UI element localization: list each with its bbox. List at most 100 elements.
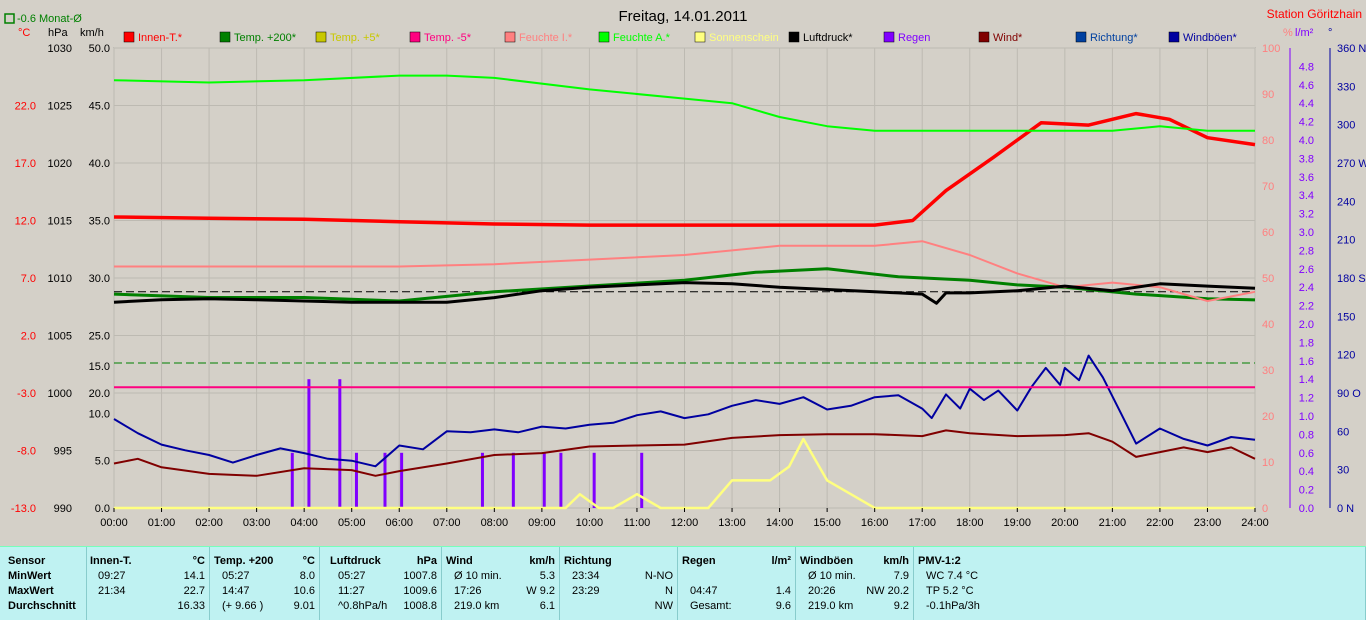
pct-tick-label: 0	[1262, 503, 1268, 515]
stats-sensor-header: Sensor	[8, 555, 46, 567]
stats-value: NW	[654, 600, 673, 612]
x-tick-label: 00:00	[100, 517, 128, 529]
stats-label: 05:27	[338, 570, 366, 582]
stats-row: Gesamt: 9.6	[682, 600, 791, 615]
stats-label: 14:47	[222, 585, 250, 597]
hpa-tick-label: 995	[54, 446, 72, 458]
rain-bar	[338, 379, 342, 508]
x-tick-label: 23:00	[1194, 517, 1222, 529]
rain-tick-label: 2.4	[1299, 282, 1314, 294]
pct-tick-label: 10	[1262, 457, 1274, 469]
pct-tick-label: 70	[1262, 181, 1274, 193]
legend-swatch	[598, 31, 610, 43]
stats-value: W 9.2	[526, 585, 555, 597]
series-line	[114, 240, 1256, 302]
stats-value: 22.7	[183, 585, 205, 597]
x-tick-label: 10:00	[576, 517, 604, 529]
degree-tick-label: 180 S	[1337, 273, 1366, 285]
stats-value: °C	[192, 555, 205, 567]
degree-tick-label: 30	[1337, 465, 1349, 477]
rain-tick-label: 0.6	[1299, 448, 1314, 460]
stats-row: 05:27 1007.8	[330, 570, 437, 585]
stats-row: 21:34 22.7	[90, 585, 205, 600]
stats-row: PMV-1:2	[918, 555, 1361, 570]
stats-value: 7.9	[893, 570, 909, 582]
rain-tick-label: 1.0	[1299, 411, 1314, 423]
stats-row: Temp. +200 °C	[214, 555, 315, 570]
kmh-upper-tick-label: 50.0	[89, 43, 110, 55]
stats-row: ^0.8hPa/h 1008.8	[330, 600, 437, 615]
chart-title: Freitag, 14.01.2011	[619, 8, 748, 25]
stats-label: WC 7.4 °C	[926, 570, 979, 582]
stats-value: N	[665, 585, 673, 597]
legend-label: Temp. +5*	[330, 32, 381, 44]
stats-row: Luftdruck hPa	[330, 555, 437, 570]
stats-label: -0.1hPa/3h	[926, 600, 980, 612]
legend-swatch	[1168, 31, 1180, 43]
pct-tick-label: 60	[1262, 227, 1274, 239]
temp-tick-label: 12.0	[15, 216, 36, 228]
x-tick-label: 13:00	[718, 517, 746, 529]
rain-tick-label: 4.6	[1299, 80, 1314, 92]
kmh-lower-tick-label: 10.0	[89, 408, 110, 420]
x-tick-label: 02:00	[195, 517, 223, 529]
x-tick-label: 17:00	[908, 517, 936, 529]
stats-row: 17:26 W 9.2	[446, 585, 555, 600]
hpa-tick-label: 1015	[48, 216, 72, 228]
series-line	[114, 437, 1255, 510]
stats-row: 14:47 10.6	[214, 585, 315, 600]
rain-bar	[383, 452, 387, 508]
stats-label: Ø 10 min.	[808, 570, 856, 582]
rain-tick-label: 3.0	[1299, 227, 1314, 239]
hpa-tick-label: 1030	[48, 43, 72, 55]
stats-sensor-col: Sensor MinWert MaxWert Durchschnitt	[0, 547, 87, 620]
kmh-upper-tick-label: 20.0	[89, 388, 110, 400]
rain-tick-label: 3.6	[1299, 172, 1314, 184]
hpa-tick-label: 1025	[48, 101, 72, 113]
rain-tick-label: 3.8	[1299, 153, 1314, 165]
temp-tick-label: -3.0	[17, 388, 36, 400]
stats-row: 219.0 km 9.2	[800, 600, 909, 615]
x-tick-label: 11:00	[624, 517, 651, 529]
x-tick-label: 04:00	[290, 517, 318, 529]
degree-tick-label: 60	[1337, 426, 1349, 438]
series-line	[113, 429, 1256, 477]
stats-label: Gesamt:	[690, 600, 732, 612]
rain-tick-label: 0.0	[1299, 503, 1314, 515]
stats-row: Regen l/m²	[682, 555, 791, 570]
x-tick-label: 15:00	[813, 517, 841, 529]
rain-tick-label: 4.0	[1299, 135, 1314, 147]
legend-swatch	[978, 31, 990, 43]
series-line	[113, 354, 1256, 468]
x-tick-label: 09:00	[528, 517, 556, 529]
rain-bar	[480, 452, 484, 508]
stats-row: 23:34 N-NO	[564, 570, 673, 585]
stats-label: Ø 10 min.	[454, 570, 502, 582]
kmh-upper-tick-label: 25.0	[89, 331, 110, 343]
rain-tick-label: 0.8	[1299, 429, 1314, 441]
legend-label: Richtung*	[1090, 32, 1138, 44]
x-tick-label: 12:00	[671, 517, 699, 529]
x-tick-label: 16:00	[861, 517, 889, 529]
stats-row: Windböen km/h	[800, 555, 909, 570]
stats-max-label: MaxWert	[8, 585, 54, 597]
rain-tick-label: 2.8	[1299, 245, 1314, 257]
stats-col-boeen: Windböen km/h Ø 10 min. 7.9 20:26 NW 20.2 219.…	[796, 547, 914, 620]
series-line	[113, 281, 1256, 305]
rain-tick-label: 3.2	[1299, 209, 1314, 221]
legend-label: Luftdruck*	[803, 32, 853, 44]
rain-tick-label: 0.4	[1299, 466, 1314, 478]
rain-bar	[559, 452, 563, 508]
degree-tick-label: 240	[1337, 196, 1355, 208]
stats-label: Luftdruck	[330, 555, 381, 567]
legend-swatch	[1075, 31, 1087, 43]
degree-tick-label: 0 N	[1337, 503, 1354, 515]
unit-rain: l/m²	[1295, 27, 1314, 39]
rain-tick-label: 1.8	[1299, 337, 1314, 349]
stats-label: Wind	[446, 555, 473, 567]
stats-col-richtung: Richtung 23:34 N-NO 23:29 N NW	[560, 547, 678, 620]
temp-tick-label: -13.0	[11, 503, 36, 515]
hpa-tick-label: 1005	[48, 331, 72, 343]
stats-row: Ø 10 min. 7.9	[800, 570, 909, 585]
stats-col-temp: Temp. +200 °C 05:27 8.0 14:47 10.6 (+ 9.66 ) 9.…	[210, 547, 320, 620]
